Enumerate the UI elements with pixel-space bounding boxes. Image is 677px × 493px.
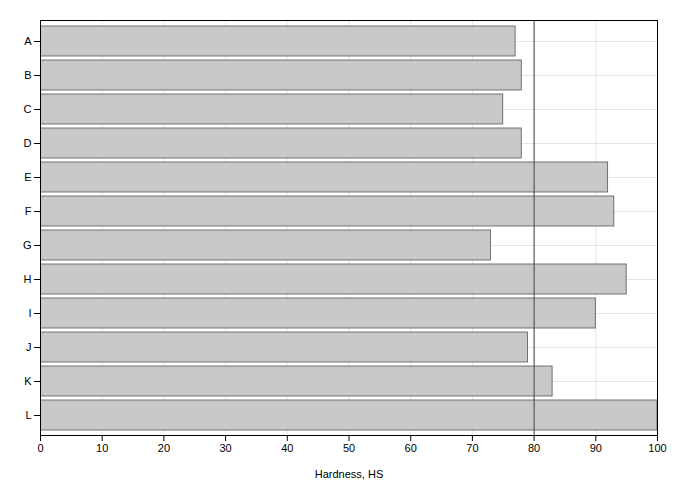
svg-text:E: E xyxy=(24,171,31,183)
svg-text:B: B xyxy=(24,69,31,81)
svg-text:K: K xyxy=(24,375,32,387)
svg-text:J: J xyxy=(26,341,32,353)
svg-text:G: G xyxy=(23,239,32,251)
svg-text:H: H xyxy=(24,273,32,285)
svg-text:30: 30 xyxy=(219,442,231,454)
svg-text:70: 70 xyxy=(466,442,478,454)
svg-text:F: F xyxy=(25,205,32,217)
svg-text:90: 90 xyxy=(590,442,602,454)
svg-text:40: 40 xyxy=(281,442,293,454)
svg-text:I: I xyxy=(28,307,31,319)
svg-text:D: D xyxy=(24,137,32,149)
svg-text:20: 20 xyxy=(158,442,170,454)
svg-text:C: C xyxy=(24,103,32,115)
svg-text:L: L xyxy=(25,409,31,421)
svg-text:Hardness, HS: Hardness, HS xyxy=(315,468,383,480)
svg-text:80: 80 xyxy=(528,442,540,454)
svg-text:10: 10 xyxy=(96,442,108,454)
svg-text:100: 100 xyxy=(648,442,666,454)
svg-text:60: 60 xyxy=(405,442,417,454)
svg-text:0: 0 xyxy=(37,442,43,454)
svg-text:A: A xyxy=(24,35,32,47)
svg-text:50: 50 xyxy=(343,442,355,454)
